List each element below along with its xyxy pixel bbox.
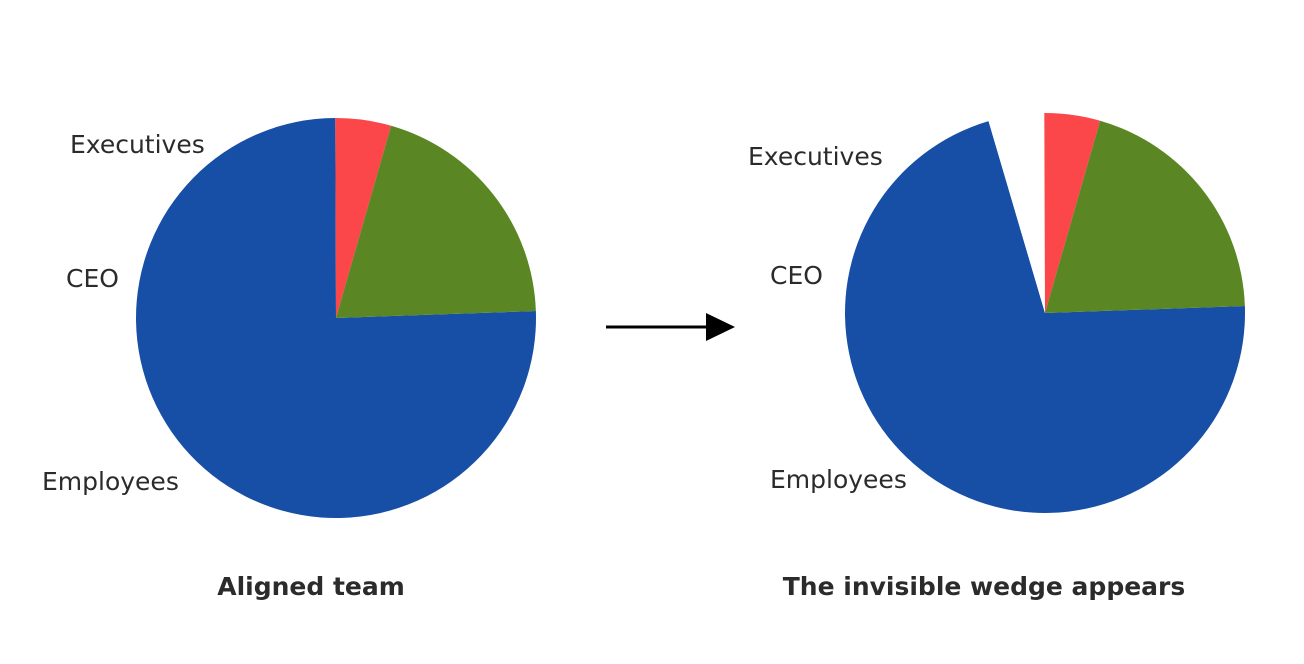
slice-employees [136, 118, 537, 518]
slice-employees [845, 121, 1246, 514]
slice-invisible-wedge [988, 113, 1045, 313]
pie-aligned-team: Executives CEO Employees Aligned team [42, 117, 537, 601]
slice-executives [336, 125, 536, 318]
label-ceo: CEO [66, 264, 119, 293]
arrow-head [706, 313, 735, 341]
slice-ceo [1044, 112, 1101, 313]
label-executives: Executives [748, 142, 883, 171]
label-employees: Employees [770, 465, 907, 494]
title-invisible-wedge: The invisible wedge appears [783, 572, 1186, 601]
title-aligned-team: Aligned team [217, 572, 405, 601]
label-ceo: CEO [770, 261, 823, 290]
arrow [606, 313, 735, 341]
label-employees: Employees [42, 467, 179, 496]
slice-ceo [335, 117, 392, 318]
slice-executives [1045, 120, 1245, 313]
pie-invisible-wedge: Executives CEO Employees The invisible w… [748, 112, 1246, 601]
label-executives: Executives [70, 130, 205, 159]
